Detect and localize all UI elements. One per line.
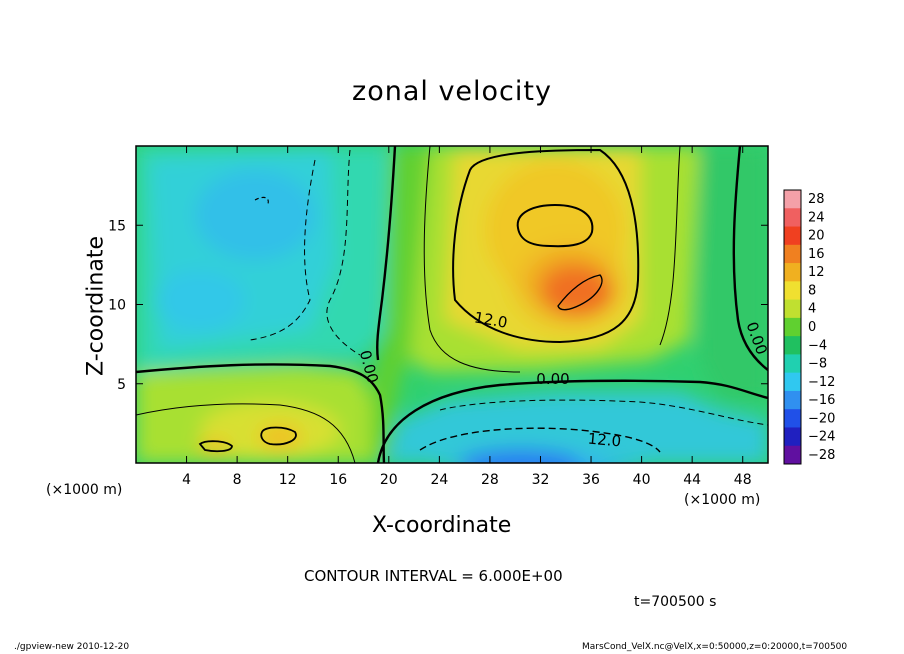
colorbar-segment <box>784 208 801 228</box>
x-tick-label: 4 <box>182 472 191 488</box>
colorbar-label: 16 <box>808 247 825 262</box>
colorbar-label: −24 <box>808 430 835 445</box>
colorbar-segment <box>784 445 801 465</box>
colorbar-label: 12 <box>808 265 825 280</box>
colorbar-segment <box>784 336 801 355</box>
x-unit-left: (×1000 m) <box>46 482 123 498</box>
x-tick-label: 28 <box>481 472 499 488</box>
x-tick-label: 8 <box>233 472 242 488</box>
colorbar-segment <box>784 244 801 264</box>
x-tick-label: 40 <box>633 472 651 488</box>
footer-right-text: MarsCond_VelX.nc@VelX,x=0:50000,z=0:2000… <box>582 642 848 652</box>
colorbar-segment <box>784 317 801 337</box>
x-tick-label: 44 <box>683 472 701 488</box>
colorbar-segment <box>784 354 801 374</box>
y-tick-label: 10 <box>108 298 126 314</box>
x-tick-label: 12 <box>279 472 297 488</box>
colorbar-segment <box>784 190 801 209</box>
colorbar-label: −28 <box>808 448 835 463</box>
x-tick-label: 48 <box>734 472 752 488</box>
colorbar-label: −12 <box>808 375 835 390</box>
colorbar-segment <box>784 226 801 246</box>
colorbar-label: 0 <box>808 320 816 335</box>
x-tick-label: 32 <box>532 472 550 488</box>
contour-label: 12.0 <box>587 430 622 451</box>
colorbar-segment <box>784 390 801 410</box>
colorbar-segment <box>784 372 801 392</box>
y-axis-ticks: 5 10 15 <box>108 218 768 393</box>
colorbar-label: −8 <box>808 357 827 372</box>
colorbar-label: −16 <box>808 393 835 408</box>
colorbar-label: 4 <box>808 302 816 317</box>
contour-label: 12.0 <box>473 308 509 332</box>
colorbar: 28 24 20 16 12 8 4 0 −4 −8 −12 −16 −20 −24 −28 <box>783 189 835 465</box>
colorbar-segment <box>784 409 801 428</box>
colorbar-segment <box>784 263 801 282</box>
footer-left-text: ./gpview-new 2010-12-20 <box>14 642 130 652</box>
x-tick-label: 20 <box>380 472 398 488</box>
colorbar-label: −4 <box>808 338 827 353</box>
colorbar-label: 8 <box>808 283 816 298</box>
y-tick-label: 5 <box>117 377 126 393</box>
x-unit-right: (×1000 m) <box>684 492 761 508</box>
colorbar-segment <box>784 427 801 447</box>
time-stamp: t=700500 s <box>634 594 717 610</box>
x-axis-ticks: 4 8 12 16 20 24 28 32 36 40 44 48 <box>182 146 752 488</box>
colorbar-label: 20 <box>808 229 825 244</box>
contour-interval-text: CONTOUR INTERVAL = 6.000E+00 <box>304 567 563 585</box>
colorbar-label: 24 <box>808 210 825 225</box>
velocity-field <box>136 146 768 463</box>
colorbar-label: −20 <box>808 411 835 426</box>
x-tick-label: 24 <box>430 472 448 488</box>
colorbar-segment <box>784 281 801 301</box>
x-tick-label: 36 <box>582 472 600 488</box>
contour-label: 0.00 <box>536 370 569 388</box>
x-axis-label: X-coordinate <box>372 513 512 538</box>
y-axis-label: Z-coordinate <box>83 236 109 376</box>
colorbar-segment <box>784 299 801 319</box>
colorbar-frame <box>783 189 802 465</box>
chart-title: zonal velocity <box>352 76 552 107</box>
x-tick-label: 16 <box>329 472 347 488</box>
y-tick-label: 15 <box>108 218 126 234</box>
colorbar-label: 28 <box>808 192 825 207</box>
